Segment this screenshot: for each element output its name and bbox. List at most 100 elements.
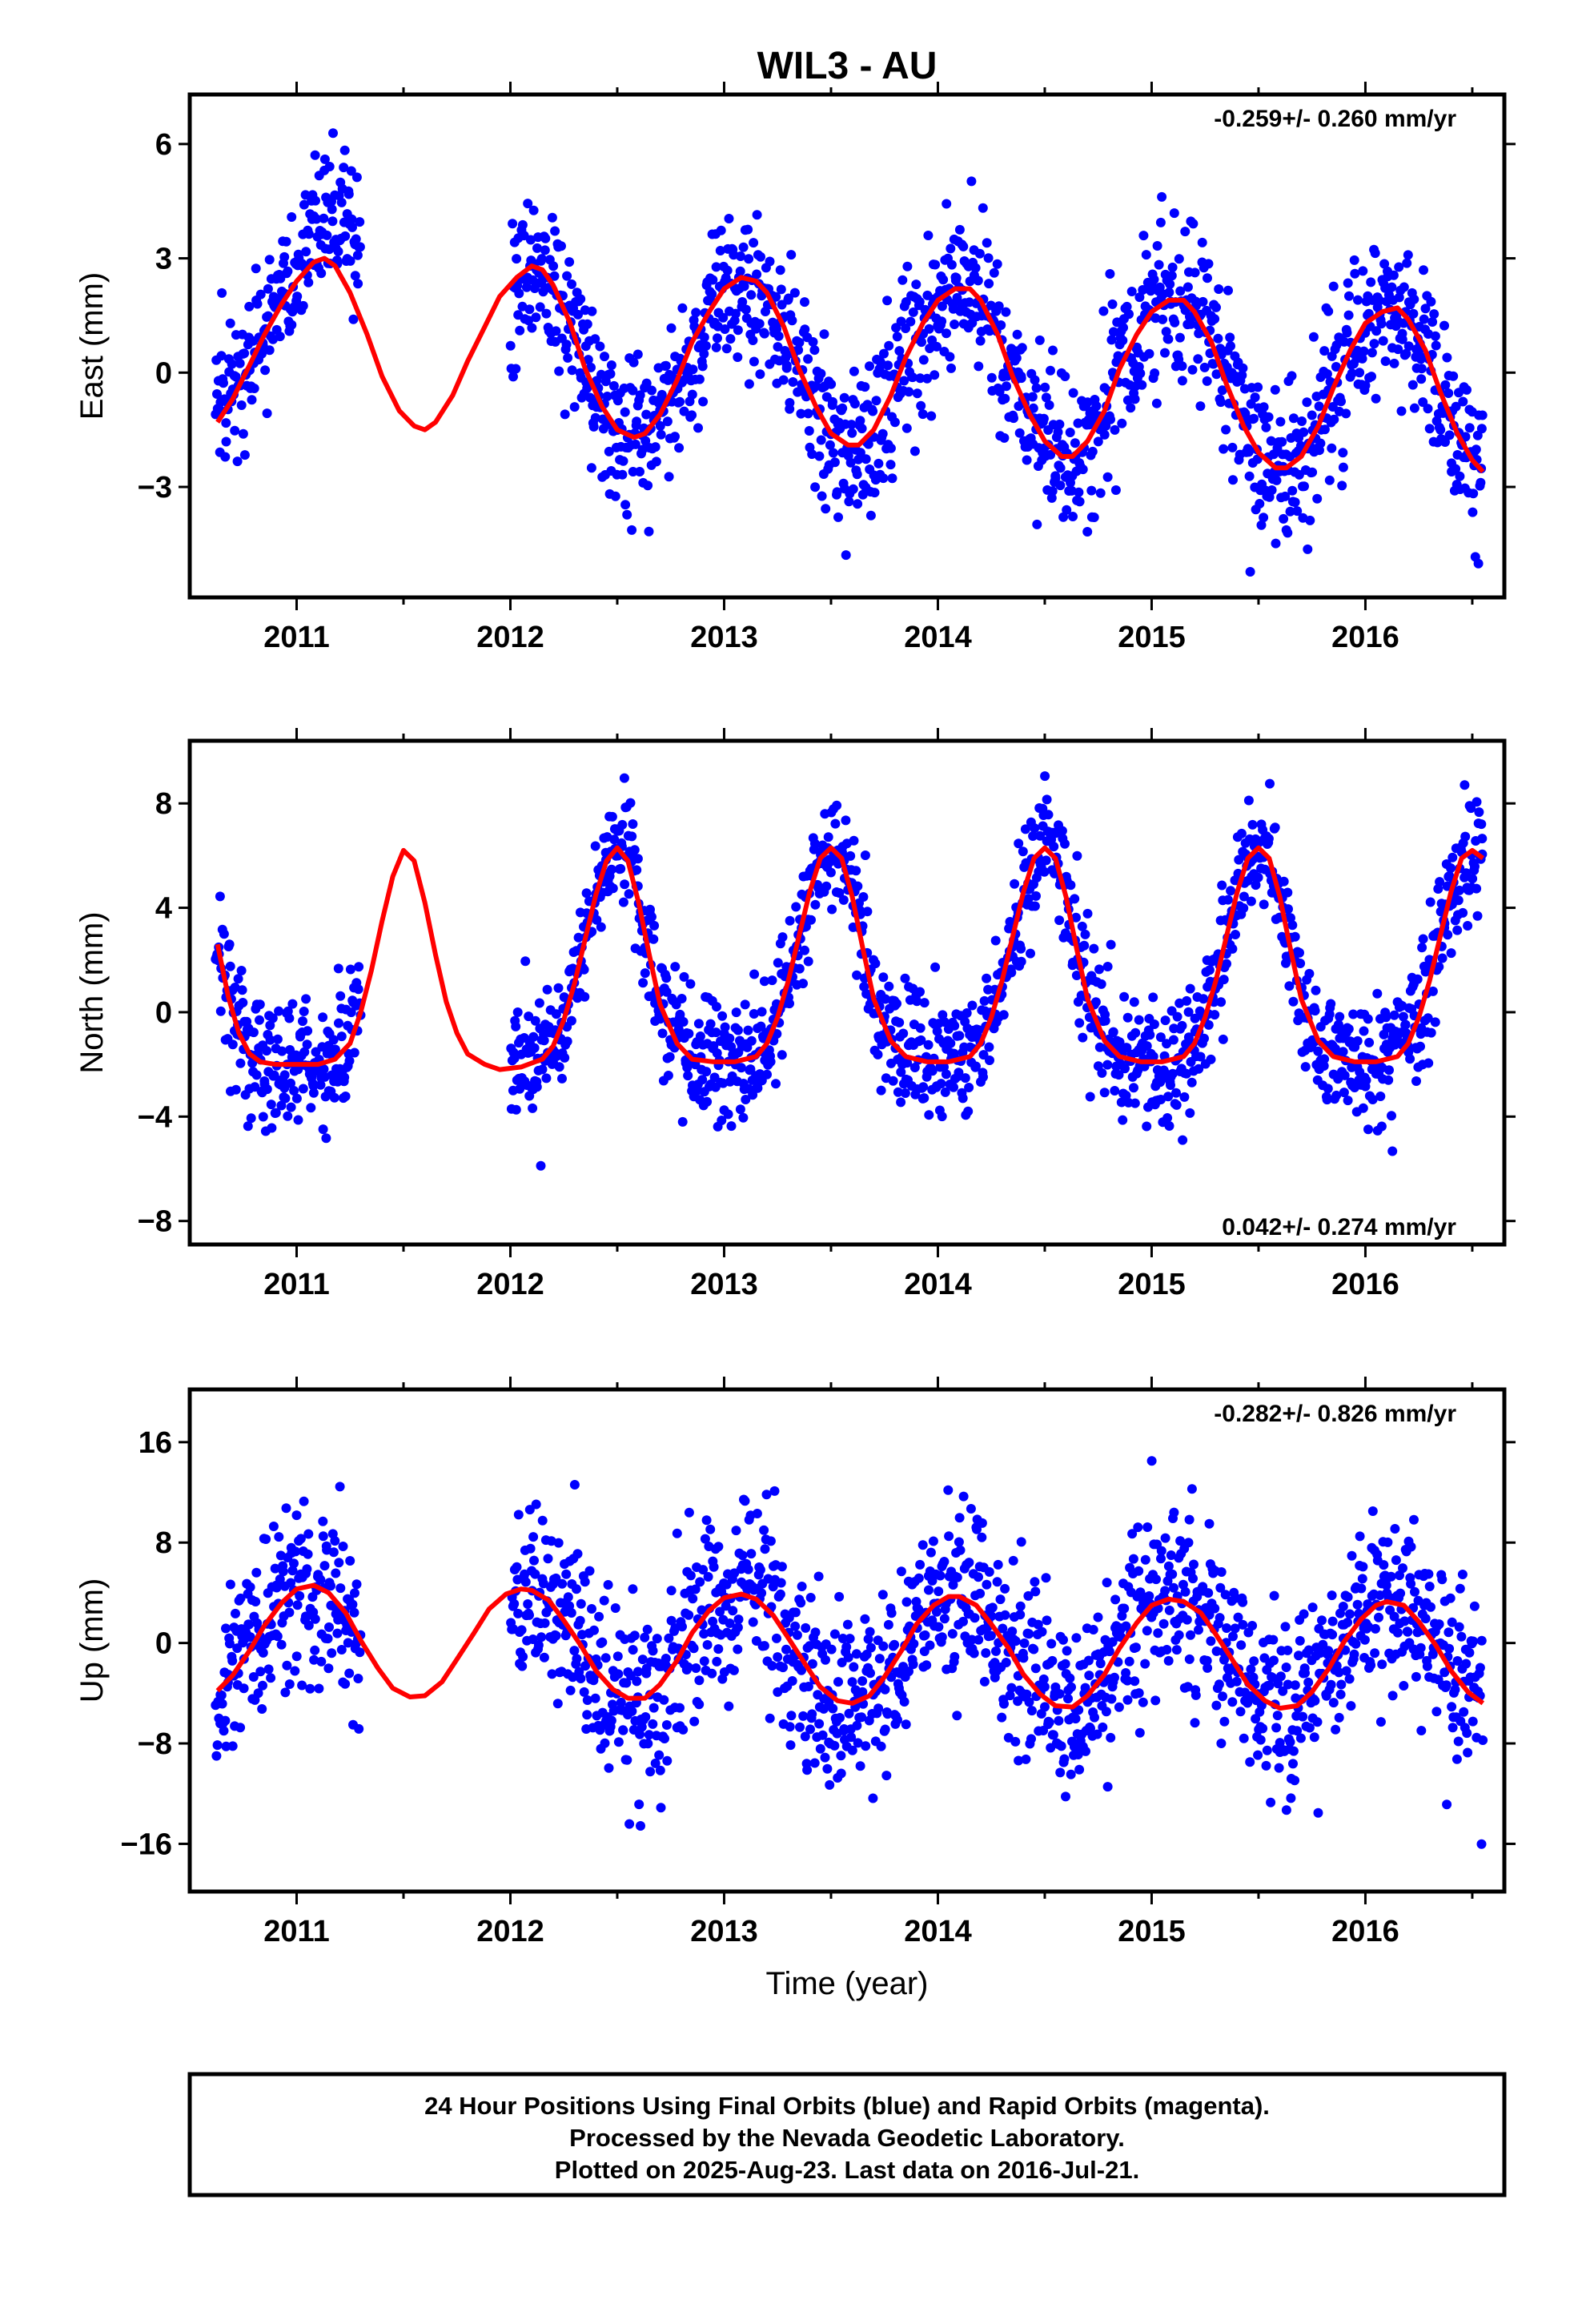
north-data-point xyxy=(896,1097,906,1108)
east-data-point xyxy=(954,224,965,235)
north-data-point xyxy=(1322,1095,1332,1105)
north-data-point xyxy=(1447,852,1458,862)
east-data-point xyxy=(1053,427,1063,437)
east-data-point xyxy=(1098,306,1109,316)
east-data-point xyxy=(844,497,854,507)
east-data-point xyxy=(755,369,765,380)
east-data-point xyxy=(1401,348,1411,359)
up-data-point xyxy=(1239,1733,1249,1743)
east-data-point xyxy=(1271,475,1282,485)
up-data-point xyxy=(1026,1734,1036,1744)
up-data-point xyxy=(881,1771,892,1781)
east-data-point xyxy=(328,128,338,139)
east-data-point xyxy=(562,271,572,281)
up-data-point xyxy=(221,1623,231,1634)
north-data-point xyxy=(1108,1027,1118,1037)
north-data-point xyxy=(1185,1108,1195,1118)
up-data-point xyxy=(1088,1625,1098,1634)
up-data-point xyxy=(1014,1755,1024,1766)
up-data-point xyxy=(1204,1518,1215,1529)
east-data-point xyxy=(785,398,795,408)
up-data-point xyxy=(1351,1638,1361,1649)
up-data-point xyxy=(1015,1610,1026,1620)
east-data-point xyxy=(1329,414,1339,424)
east-data-point xyxy=(713,333,722,344)
east-data-point xyxy=(1379,259,1390,269)
east-data-point xyxy=(905,316,916,327)
north-data-point xyxy=(227,1039,238,1050)
up-data-point xyxy=(582,1695,592,1705)
north-xtick-label: 2016 xyxy=(1331,1268,1399,1301)
north-data-point xyxy=(711,1027,721,1038)
up-data-point xyxy=(219,1726,229,1736)
up-data-point xyxy=(525,1543,536,1554)
east-data-point xyxy=(789,287,800,298)
up-data-point xyxy=(1080,1683,1090,1693)
up-data-point xyxy=(776,1578,786,1588)
east-data-point xyxy=(298,300,308,311)
up-data-point xyxy=(1271,1723,1282,1733)
up-data-point xyxy=(1048,1730,1058,1740)
up-data-point xyxy=(295,1590,305,1601)
east-data-point xyxy=(718,312,729,323)
east-data-point xyxy=(521,282,532,292)
north-data-point xyxy=(1030,901,1040,911)
east-data-point xyxy=(849,366,859,376)
north-data-point xyxy=(971,1061,981,1072)
north-data-point xyxy=(679,971,689,982)
east-data-point xyxy=(628,467,638,476)
east-data-point xyxy=(1369,339,1379,349)
up-data-point xyxy=(271,1582,282,1593)
east-data-point xyxy=(1099,429,1110,440)
up-data-point xyxy=(1238,1619,1248,1630)
up-data-point xyxy=(1203,1588,1214,1598)
up-data-point xyxy=(648,1646,658,1656)
up-data-point xyxy=(1290,1775,1300,1786)
east-data-point xyxy=(721,344,732,354)
up-data-point xyxy=(660,1734,669,1743)
north-data-point xyxy=(1006,967,1017,978)
east-data-point xyxy=(1271,538,1281,549)
north-data-point xyxy=(1284,981,1295,991)
up-data-point xyxy=(1338,1602,1348,1611)
north-data-point xyxy=(333,963,343,974)
east-data-point xyxy=(596,369,606,380)
east-data-point xyxy=(1070,438,1080,448)
east-data-point xyxy=(1197,237,1207,247)
east-data-point xyxy=(212,389,222,399)
east-data-point xyxy=(287,212,297,222)
north-data-point xyxy=(283,1111,293,1121)
up-data-point xyxy=(648,1719,658,1729)
up-data-point xyxy=(345,1556,355,1566)
north-data-point xyxy=(289,1086,299,1096)
chart-title: WIL3 - AU xyxy=(757,45,938,87)
east-data-point xyxy=(1038,413,1049,424)
north-data-point xyxy=(287,999,298,1009)
north-data-point xyxy=(1470,862,1480,871)
north-data-point xyxy=(1078,1032,1088,1043)
east-data-point xyxy=(512,254,522,264)
east-data-point xyxy=(1074,497,1085,507)
east-data-point xyxy=(1106,335,1117,345)
north-data-point xyxy=(765,1056,776,1067)
north-data-point xyxy=(1426,1027,1436,1038)
up-data-point xyxy=(576,1598,586,1609)
up-data-point xyxy=(624,1819,635,1829)
east-data-point xyxy=(1225,332,1235,343)
up-data-point xyxy=(284,1607,295,1618)
east-data-point xyxy=(693,423,703,433)
north-data-point xyxy=(702,1096,713,1107)
east-data-point xyxy=(600,352,609,362)
up-data-point xyxy=(227,1655,238,1666)
east-data-point xyxy=(1134,292,1145,303)
up-data-point xyxy=(655,1765,665,1775)
north-data-point xyxy=(1171,1088,1181,1098)
east-data-point xyxy=(351,234,361,244)
up-data-point xyxy=(1150,1695,1161,1706)
up-data-point xyxy=(580,1661,590,1671)
north-data-point xyxy=(1331,1090,1342,1100)
up-data-point xyxy=(349,1607,359,1618)
east-data-point xyxy=(1141,250,1151,260)
up-data-point xyxy=(580,1577,590,1587)
up-data-point xyxy=(1037,1626,1047,1637)
